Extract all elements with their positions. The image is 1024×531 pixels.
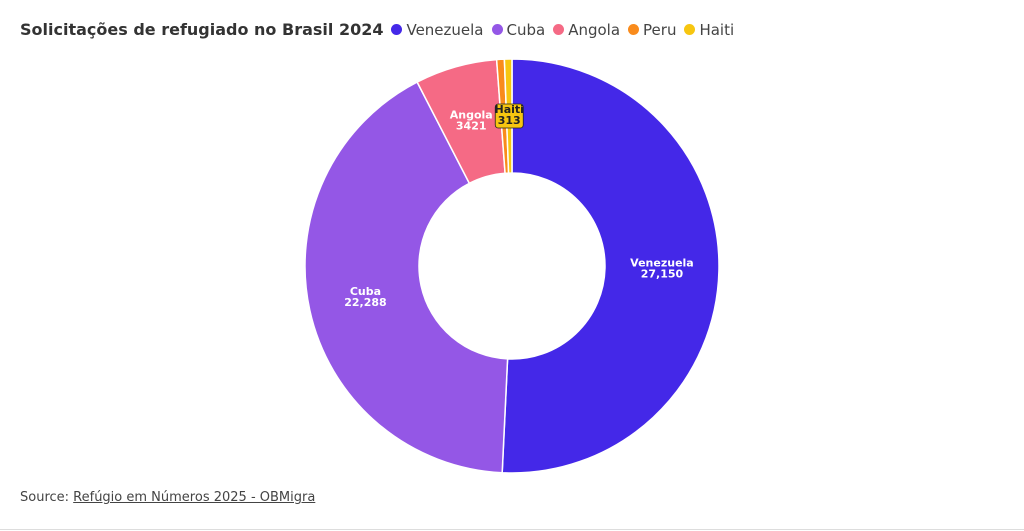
slice-value: 27,150: [641, 268, 684, 281]
legend-item: Venezuela: [391, 20, 484, 39]
divider: [0, 529, 1024, 530]
legend-swatch: [491, 24, 503, 35]
chart-title: Solicitações de refugiado no Brasil 2024: [20, 20, 384, 39]
slice-name: Venezuela: [630, 257, 694, 270]
source-link[interactable]: Refúgio em Números 2025 - OBMigra: [73, 490, 316, 505]
slice-value: 313: [498, 114, 521, 127]
legend-label: Cuba: [506, 20, 546, 39]
slice: [501, 58, 720, 474]
slice: [304, 81, 509, 474]
label-background: [494, 103, 524, 129]
slice-value: 22,288: [344, 296, 386, 309]
slice-name: Angola: [450, 109, 493, 122]
legend-swatch: [553, 24, 565, 35]
legend-label: Peru: [643, 20, 677, 39]
legend-item: Peru: [628, 21, 676, 39]
legend-swatch: [628, 24, 640, 35]
slice-name: Cuba: [350, 285, 381, 298]
source: Source: Refúgio em Números 2025 - OBMigr…: [20, 490, 315, 505]
legend-item: Angola: [553, 21, 620, 39]
slice-value: 3421: [456, 120, 487, 133]
legend-swatch: [684, 24, 696, 35]
legend-label: Venezuela: [406, 20, 484, 39]
legend-label: Angola: [568, 20, 621, 39]
legend-label: Haiti: [699, 20, 735, 39]
legend-item: Cuba: [491, 20, 546, 39]
legend-swatch: [391, 24, 403, 35]
legend-item: Haiti: [684, 21, 734, 39]
source-label: Source:: [20, 490, 70, 505]
slice-name: Haiti: [495, 103, 524, 116]
header: Solicitações de refugiado no Brasil 2024…: [20, 20, 734, 39]
legend: Venezuela Cuba Angola Peru Haiti: [391, 21, 734, 39]
